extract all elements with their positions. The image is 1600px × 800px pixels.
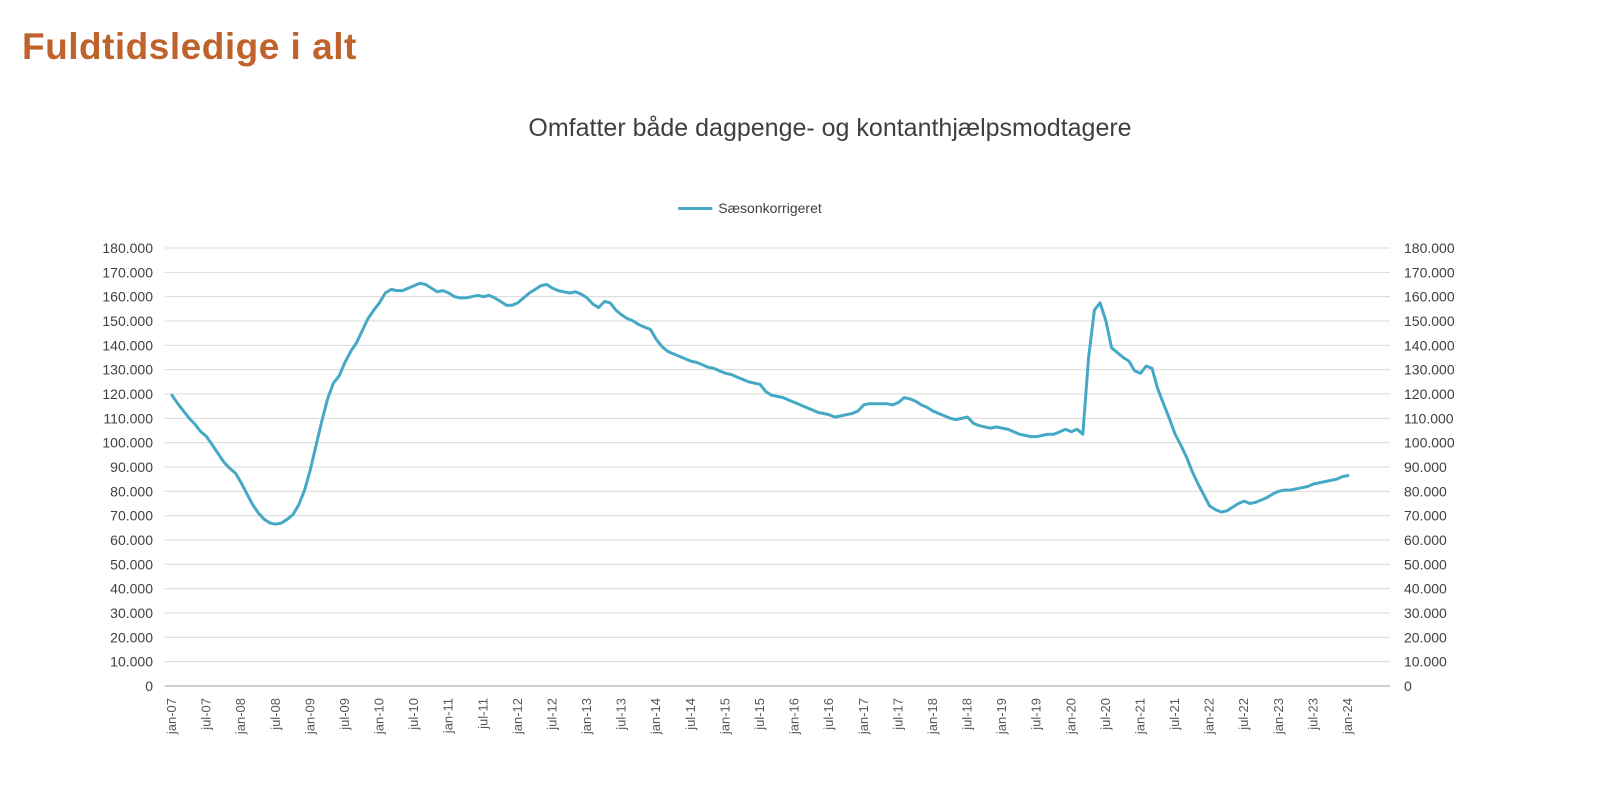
y-axis-label-left: 80.000 [110,483,153,499]
y-axis-label-right: 100.000 [1404,435,1455,451]
y-axis-label-left: 110.000 [103,410,153,426]
x-axis-label: jan-15 [717,698,732,735]
x-axis-label: jul-07 [199,698,214,731]
x-axis-label: jul-10 [406,698,421,731]
series-line-saesonkorrigeret [170,281,1350,526]
x-axis-label: jul-08 [268,698,283,731]
y-axis-label-left: 140.000 [102,337,153,353]
y-axis-label-right: 10.000 [1404,654,1447,670]
x-axis-label: jul-14 [683,698,698,731]
y-axis-label-right: 20.000 [1404,629,1447,645]
x-axis-label: jul-22 [1236,698,1251,731]
y-axis-label-left: 170.000 [102,264,153,280]
x-axis-label: jul-15 [752,698,767,731]
x-axis-label: jan-16 [787,698,802,735]
x-axis-label: jul-12 [544,698,559,731]
y-axis-label-right: 30.000 [1404,605,1447,621]
y-axis-label-left: 100.000 [102,435,153,451]
y-axis-label-left: 150.000 [102,313,153,329]
x-axis-label: jan-10 [372,698,387,735]
x-axis-label: jan-09 [302,698,317,735]
y-axis-label-left: 50.000 [110,556,153,572]
x-axis-label: jul-13 [614,698,629,731]
y-axis-label-left: 180.000 [102,240,153,256]
legend-line-swatch-icon [678,206,713,210]
y-axis-label-left: 0 [145,678,153,694]
x-axis-label: jul-19 [1029,698,1044,731]
x-axis-label: jan-17 [856,698,871,735]
y-axis-label-right: 120.000 [1404,386,1455,402]
x-axis-label: jan-13 [579,698,594,735]
y-axis-label-left: 10.000 [110,654,153,670]
y-axis-label-right: 80.000 [1404,483,1447,499]
x-axis-label: jan-18 [925,698,940,735]
y-axis-label-left: 160.000 [102,289,153,305]
y-axis-label-left: 120.000 [102,386,153,402]
y-axis-label-right: 180.000 [1404,240,1455,256]
x-axis-label: jul-21 [1167,698,1182,731]
x-axis-label: jul-16 [821,698,836,731]
y-axis-label-right: 130.000 [1404,362,1455,378]
x-axis-label: jan-24 [1340,698,1355,735]
y-axis-label-right: 140.000 [1404,337,1455,353]
chart-title: Omfatter både dagpenge- og kontanthjælps… [528,114,1132,142]
y-axis-label-left: 60.000 [110,532,153,548]
x-axis-label: jan-23 [1271,698,1286,735]
legend: Sæsonkorrigeret [678,200,822,216]
x-axis-label: jul-11 [475,698,490,730]
x-axis-label: jan-14 [648,698,663,735]
x-axis-label: jul-20 [1098,698,1113,731]
y-axis-label-right: 40.000 [1404,581,1447,597]
y-axis-label-left: 130.000 [102,362,153,378]
x-axis-label: jan-21 [1132,698,1147,735]
y-axis-label-right: 60.000 [1404,532,1447,548]
legend-label: Sæsonkorrigeret [718,200,822,216]
x-axis-label: jan-08 [233,698,248,735]
y-axis-label-right: 0 [1404,678,1412,694]
x-axis-label: jan-07 [164,698,179,735]
y-axis-label-left: 30.000 [110,605,153,621]
y-axis-label-left: 90.000 [110,459,153,475]
y-axis-label-right: 110.000 [1404,410,1454,426]
line-chart: 0 0 10.000 10.000 20.000 20.000 30.000 30.000 40… [102,240,1455,735]
x-axis-label: jan-22 [1202,698,1217,735]
y-axis-label-right: 170.000 [1404,264,1455,280]
y-axis-label-right: 150.000 [1404,313,1455,329]
y-axis-label-left: 20.000 [110,629,153,645]
y-axis-label-left: 70.000 [110,508,153,524]
y-axis-label-right: 50.000 [1404,556,1447,572]
x-axis-label: jul-17 [890,698,905,731]
page-title: Fuldtidsledige i alt [22,26,357,67]
x-axis-label: jan-20 [1063,698,1078,735]
y-axis-label-right: 90.000 [1404,459,1447,475]
y-axis-label-right: 70.000 [1404,508,1447,524]
x-axis-label: jul-23 [1305,698,1320,731]
x-axis-label: jul-09 [337,698,352,731]
y-axis-label-left: 40.000 [110,581,153,597]
x-axis-label: jul-18 [960,698,975,731]
x-axis-label: jan-12 [510,698,525,735]
x-axis-label: jan-11 [441,698,456,734]
x-axis-label: jan-19 [994,698,1009,735]
y-axis-label-right: 160.000 [1404,289,1455,305]
